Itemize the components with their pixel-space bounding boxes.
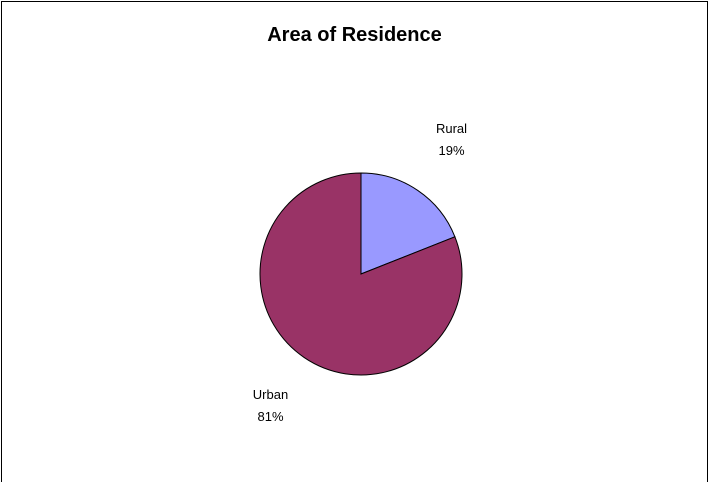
slice-percent-rural: 19% xyxy=(438,143,464,158)
slice-label-urban: Urban xyxy=(253,387,288,402)
pie-slice-urban xyxy=(259,172,463,376)
slice-label-rural: Rural xyxy=(436,121,467,136)
pie-slice-rural xyxy=(360,172,456,275)
chart-title: Area of Residence xyxy=(267,24,442,46)
slice-percent-urban: 81% xyxy=(257,409,283,424)
